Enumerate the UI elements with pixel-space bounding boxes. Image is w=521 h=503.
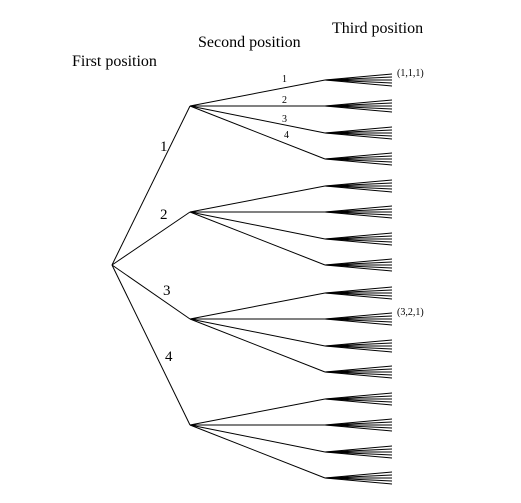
- edge-root-to-first-1: [111, 105, 191, 266]
- edge-first-3-to-second-1: [189, 292, 326, 320]
- edge-first-4-to-second-1: [189, 398, 326, 426]
- leaf-annotation-1-1-1: (1,1,1): [397, 68, 424, 79]
- edge-second-3-4-to-third-5: [324, 371, 393, 379]
- edge-second-4-1-to-third-5: [324, 398, 393, 406]
- edge-second-2-4-to-third-5: [324, 264, 393, 272]
- edge-root-to-first-2: [111, 211, 191, 266]
- edge-root-to-first-4: [111, 264, 191, 426]
- edge-second-1-1-to-third-5: [324, 79, 393, 87]
- first-branch-label-1: 1: [160, 139, 168, 155]
- heading-first-position: First position: [72, 53, 157, 70]
- edge-first-2-to-second-3: [189, 211, 326, 240]
- edge-second-2-1-to-third-5: [324, 185, 393, 193]
- tree-edges: [111, 73, 393, 485]
- edge-first-3-to-second-3: [189, 318, 326, 347]
- leaf-annotation-3-2-1: (3,2,1): [397, 307, 424, 318]
- edge-second-1-4-to-third-5: [324, 158, 393, 166]
- heading-third-position: Third position: [332, 20, 423, 37]
- edge-second-4-4-to-third-5: [324, 477, 393, 485]
- edge-first-4-to-second-3: [189, 424, 326, 453]
- edge-second-4-3-to-third-5: [324, 451, 393, 459]
- first-branch-label-2: 2: [160, 207, 168, 223]
- edge-first-2-to-second-4: [189, 211, 326, 266]
- first-branch-label-3: 3: [163, 283, 171, 299]
- edge-second-3-3-to-third-5: [324, 345, 393, 353]
- edge-first-3-to-second-4: [189, 318, 326, 373]
- edge-first-2-to-second-1: [189, 185, 326, 213]
- edge-second-4-2-to-third-5: [324, 424, 393, 432]
- edge-second-1-2-to-third-5: [324, 105, 393, 113]
- edge-root-to-first-3: [111, 264, 191, 320]
- edge-second-2-3-to-third-5: [324, 238, 393, 246]
- edge-first-1-to-second-1: [189, 79, 326, 107]
- edge-second-1-3-to-third-5: [324, 132, 393, 140]
- second-branch-label-3: 3: [282, 114, 287, 125]
- second-branch-label-1: 1: [282, 74, 287, 85]
- second-branch-label-4: 4: [284, 130, 289, 141]
- edge-second-3-2-to-third-5: [324, 318, 393, 326]
- edge-second-3-1-to-third-5: [324, 292, 393, 300]
- second-branch-label-2: 2: [282, 95, 287, 106]
- edge-first-4-to-second-4: [189, 424, 326, 479]
- edge-second-2-2-to-third-5: [324, 211, 393, 219]
- edge-first-1-to-second-3: [189, 105, 326, 134]
- heading-second-position: Second position: [198, 34, 301, 51]
- first-branch-label-4: 4: [165, 349, 173, 365]
- edge-first-1-to-second-4: [189, 105, 326, 160]
